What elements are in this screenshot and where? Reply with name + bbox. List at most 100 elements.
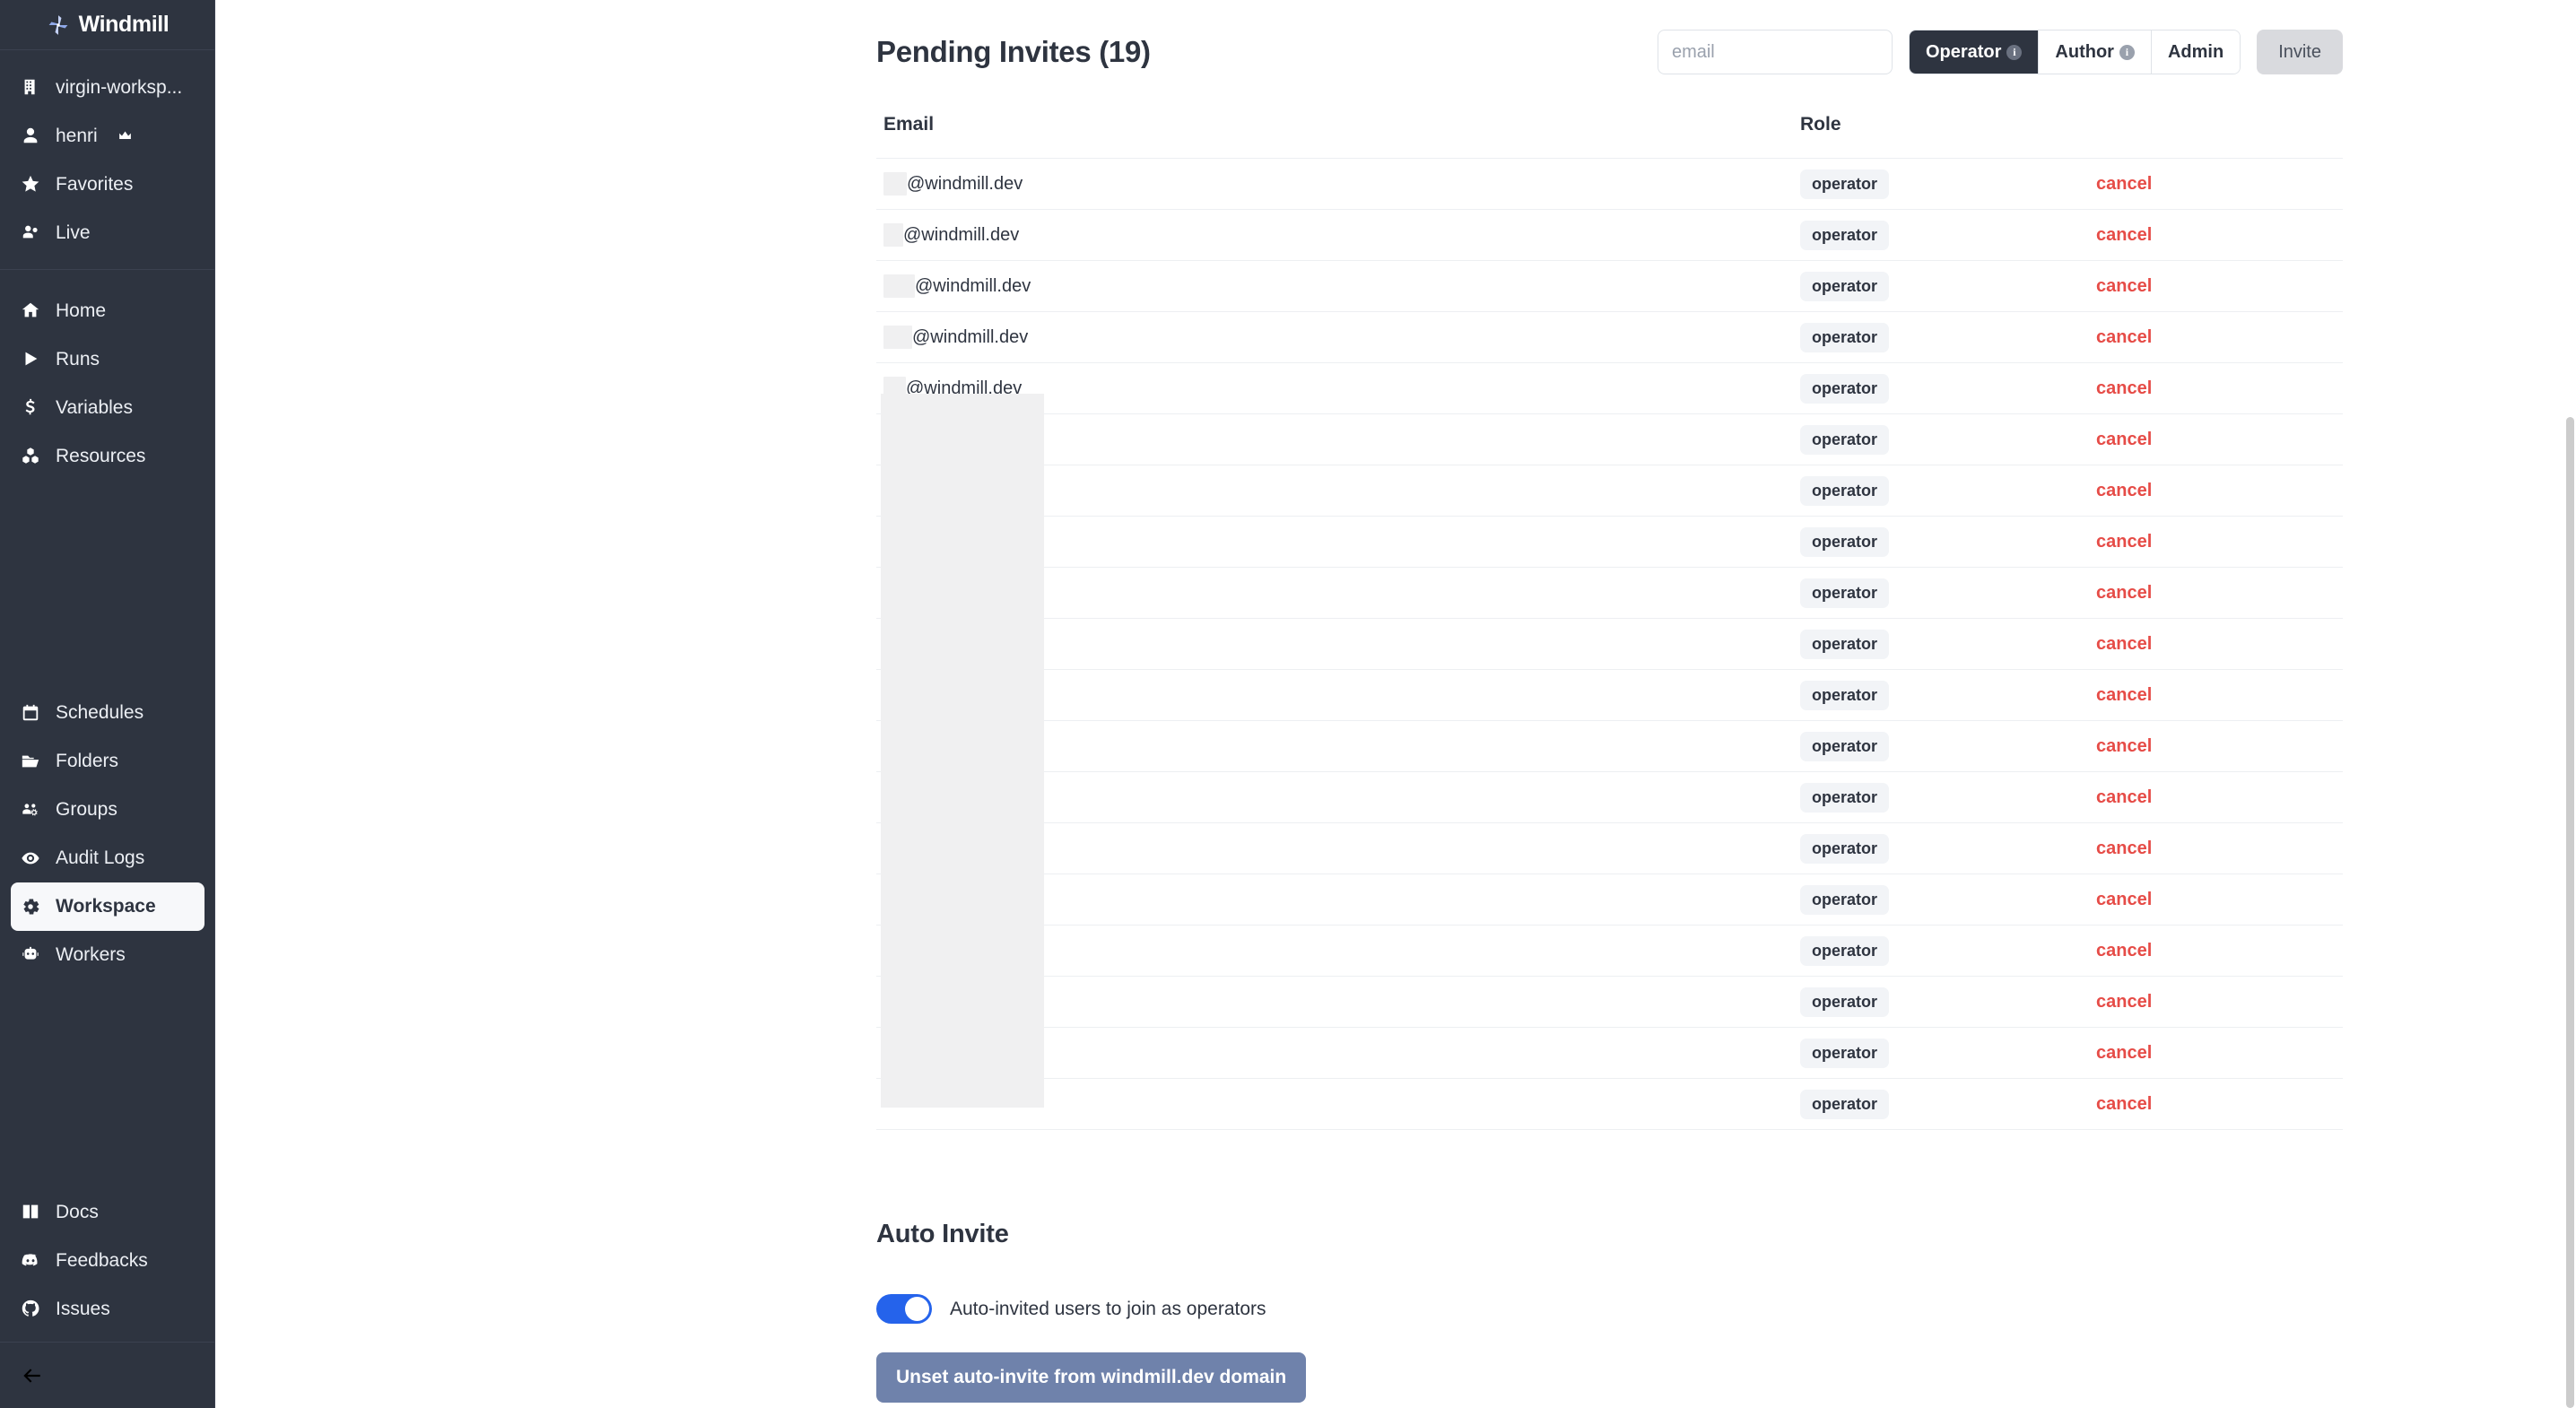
page-title: Pending Invites (19) [876,35,1151,68]
groups-icon [20,799,41,821]
cancel-invite-link[interactable]: cancel [2096,838,2153,858]
cancel-invite-link[interactable]: cancel [2096,787,2153,807]
cell-role: operator [1793,362,2089,414]
table-row: operator cancel [876,669,2343,721]
redacted-email-prefix [883,326,912,349]
sidebar-item-workspace-selector[interactable]: virgin-worksp... [11,63,205,111]
cell-actions: cancel [2089,311,2343,363]
cancel-invite-link[interactable]: cancel [2096,940,2153,960]
info-icon[interactable]: i [2006,44,2023,60]
sidebar-item-resources[interactable]: Resources [11,431,205,480]
sidebar-item-issues[interactable]: Issues [11,1284,205,1333]
role-badge: operator [1800,884,1890,915]
cancel-invite-link[interactable]: cancel [2096,378,2153,398]
cancel-invite-link[interactable]: cancel [2096,480,2153,500]
sidebar-item-label: Workers [56,944,126,965]
sidebar-item-folders[interactable]: Folders [11,737,205,786]
role-badge: operator [1800,986,1890,1017]
table-row: operator cancel [876,567,2343,619]
table-body: @windmill.dev operator cancel @windmill.dev… [876,158,2343,1130]
cell-email [876,413,1793,465]
cell-role: operator [1793,976,2089,1028]
sidebar-item-label: Workspace [56,896,156,917]
cancel-invite-link[interactable]: cancel [2096,1093,2153,1114]
role-badge: operator [1800,578,1890,608]
sidebar-workspace-label: virgin-worksp... [56,76,183,98]
cell-email [876,1078,1793,1130]
sidebar-item-runs[interactable]: Runs [11,335,205,383]
cancel-invite-link[interactable]: cancel [2096,173,2153,194]
cell-role: operator [1793,669,2089,721]
table-row: operator cancel [876,516,2343,568]
role-option-operator[interactable]: Operator i [1909,30,2040,74]
email-domain: @windmill.dev [903,224,1020,245]
invite-email-input[interactable] [1657,30,1893,74]
cell-actions: cancel [2089,516,2343,568]
cancel-invite-link[interactable]: cancel [2096,275,2153,296]
eye-icon [20,847,41,869]
info-icon[interactable]: i [2119,44,2135,60]
discord-icon [20,1249,41,1271]
sidebar-item-label: Resources [56,445,146,466]
sidebar-item-audit-logs[interactable]: Audit Logs [11,834,205,882]
sidebar-item-schedules[interactable]: Schedules [11,689,205,737]
cancel-invite-link[interactable]: cancel [2096,224,2153,245]
sidebar-item-home[interactable]: Home [11,286,205,335]
sidebar-item-label: Favorites [56,173,134,195]
table-row: operator cancel [876,873,2343,926]
cancel-invite-link[interactable]: cancel [2096,531,2153,552]
table-row: operator cancel [876,771,2343,823]
app-logo[interactable]: Windmill [0,0,215,50]
auto-invite-toggle-row: Auto-invited users to join as operators [876,1294,1953,1324]
sidebar-item-workers[interactable]: Workers [11,931,205,979]
sidebar-item-workspace[interactable]: Workspace [11,882,205,931]
building-icon [20,76,41,98]
page-header: Pending Invites (19) Operator i Author i… [876,22,2343,82]
sidebar-item-live[interactable]: Live [11,208,205,256]
cell-actions: cancel [2089,873,2343,926]
vertical-scrollbar[interactable] [2564,0,2576,1408]
cancel-invite-link[interactable]: cancel [2096,429,2153,449]
sidebar-item-label: Schedules [56,702,144,723]
sidebar-item-variables[interactable]: Variables [11,383,205,431]
role-badge: operator [1800,1038,1890,1068]
cancel-invite-link[interactable]: cancel [2096,991,2153,1012]
sidebar-item-feedbacks[interactable]: Feedbacks [11,1236,205,1284]
cell-email: @windmill.dev [876,209,1793,261]
cancel-invite-link[interactable]: cancel [2096,889,2153,909]
role-badge: operator [1800,680,1890,710]
sidebar-divider [214,0,215,1408]
cell-role: operator [1793,209,2089,261]
role-badge: operator [1800,271,1890,301]
cancel-invite-link[interactable]: cancel [2096,326,2153,347]
sidebar-item-label: Audit Logs [56,847,145,868]
table-row: @windmill.dev operator cancel [876,362,2343,414]
role-badge: operator [1800,935,1890,966]
column-header-actions [2089,114,2343,159]
cancel-invite-link[interactable]: cancel [2096,633,2153,654]
sidebar-item-favorites[interactable]: Favorites [11,160,205,208]
header-controls: Operator i Author i Admin Invite [1657,30,2343,74]
sidebar-item-docs[interactable]: Docs [11,1187,205,1236]
sidebar-item-label: Folders [56,751,119,771]
auto-invite-toggle[interactable] [876,1294,932,1324]
email-domain: @windmill.dev [907,173,1023,194]
scrollbar-thumb[interactable] [2566,417,2574,1408]
cell-actions: cancel [2089,771,2343,823]
role-option-label: Operator [1925,41,2002,62]
cell-actions: cancel [2089,465,2343,517]
cancel-invite-link[interactable]: cancel [2096,1042,2153,1063]
invite-button[interactable]: Invite [2257,30,2343,74]
cancel-invite-link[interactable]: cancel [2096,735,2153,756]
star-icon [20,173,41,195]
role-option-admin[interactable]: Admin [2151,30,2241,74]
sidebar-item-label: Home [56,300,107,321]
sidebar-item-groups[interactable]: Groups [11,786,205,834]
sidebar-collapse-button[interactable] [0,1342,215,1408]
role-option-author[interactable]: Author i [2039,30,2152,74]
cancel-invite-link[interactable]: cancel [2096,582,2153,603]
cancel-invite-link[interactable]: cancel [2096,684,2153,705]
sidebar-item-user[interactable]: henri [11,111,205,160]
unset-auto-invite-button[interactable]: Unset auto-invite from windmill.dev doma… [876,1352,1307,1403]
cell-email [876,976,1793,1028]
